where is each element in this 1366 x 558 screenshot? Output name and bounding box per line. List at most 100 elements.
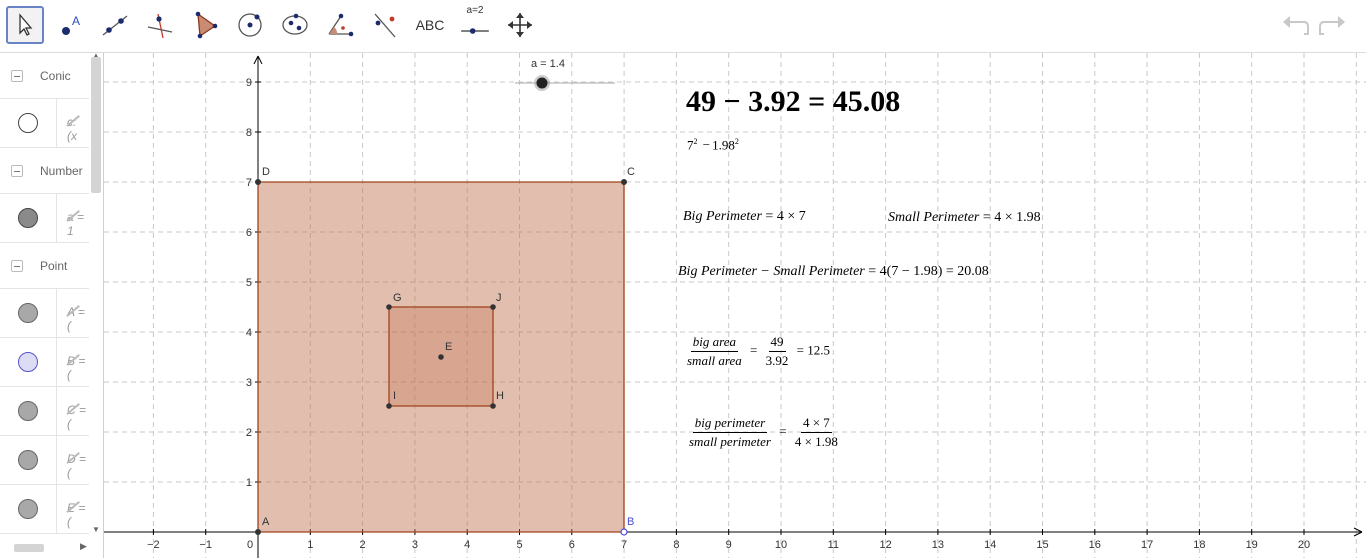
point-c[interactable]: C xyxy=(621,166,635,185)
algebra-row-conic[interactable]: c: (x xyxy=(0,99,89,148)
slider-a[interactable]: a = 1.4 xyxy=(515,58,615,91)
x-tick-label: 8 xyxy=(673,539,679,551)
ellipse-icon xyxy=(282,13,308,35)
point-tool-button[interactable]: A xyxy=(51,6,89,44)
scroll-right-icon[interactable]: ▶ xyxy=(80,541,87,551)
visibility-toggle-icon[interactable] xyxy=(18,113,38,133)
algebra-row-point-c[interactable]: C = ( xyxy=(0,387,89,436)
x-tick-label: 12 xyxy=(879,539,891,551)
point-i[interactable]: I xyxy=(386,390,396,409)
svg-text:B: B xyxy=(627,516,634,528)
move-arrows-icon xyxy=(508,13,532,37)
y-tick-label: 6 xyxy=(246,227,252,239)
line-icon xyxy=(102,15,128,36)
perpendicular-line-tool-button[interactable] xyxy=(141,6,179,44)
x-tick-label: 6 xyxy=(569,539,575,551)
algebra-horizontal-scrollbar[interactable]: ▶ xyxy=(0,541,89,555)
toolbar: A ABC a=2 xyxy=(0,0,1366,53)
algebra-row-point-e[interactable]: E = ( xyxy=(0,485,89,534)
area-ratio-formula[interactable]: big area small area = 49 3.92 = 12.5 xyxy=(687,334,830,368)
x-tick-label: 11 xyxy=(828,539,839,551)
x-tick-label: 20 xyxy=(1298,539,1310,551)
svg-text:D: D xyxy=(262,166,270,178)
line-tool-button[interactable] xyxy=(96,6,134,44)
group-header-point[interactable]: Point xyxy=(0,243,89,289)
x-tick-label: −2 xyxy=(147,539,160,551)
svg-text:J: J xyxy=(496,292,502,304)
algebra-vertical-scrollbar[interactable]: ▲ ▼ xyxy=(89,51,103,541)
move-graphics-tool-button[interactable] xyxy=(501,6,539,44)
small-perimeter-formula[interactable]: Small Perimeter = 4 × 1.98 xyxy=(888,210,1041,225)
algebra-definition: C = ( xyxy=(67,403,89,431)
text-tool-button[interactable]: ABC xyxy=(415,17,445,33)
collapse-icon[interactable] xyxy=(11,165,23,177)
point-b[interactable]: B xyxy=(620,516,634,536)
y-tick-label: 2 xyxy=(246,427,252,439)
svg-text:A: A xyxy=(72,14,80,28)
coordinate-plane[interactable]: −2 −1 0 1 2 3 4 5 6 7 8 9 10 11 12 13 14 15 16 17 18 19 20 123… xyxy=(104,53,1366,558)
squares-difference[interactable]: 72 −1.982 xyxy=(687,137,739,153)
visibility-toggle-icon[interactable] xyxy=(18,352,38,372)
algebra-row-point-b[interactable]: B = ( xyxy=(0,338,89,387)
scroll-down-icon[interactable]: ▼ xyxy=(92,525,100,534)
visibility-toggle-icon[interactable] xyxy=(18,499,38,519)
x-axis-tick-labels: −2 −1 0 1 2 3 4 5 6 7 8 9 10 11 12 13 14 15 16 17 18 19 20 xyxy=(147,529,1310,551)
point-h[interactable]: H xyxy=(490,390,504,409)
slider-tool-button[interactable]: a=2 xyxy=(456,5,494,46)
point-a[interactable]: A xyxy=(255,516,270,535)
x-tick-label: 13 xyxy=(932,539,944,551)
svg-text:A: A xyxy=(262,516,270,528)
point-e[interactable]: E xyxy=(438,341,452,360)
group-label: Point xyxy=(40,259,68,273)
x-tick-label: 15 xyxy=(1036,539,1048,551)
circle-center-icon xyxy=(238,13,262,37)
visibility-toggle-icon[interactable] xyxy=(18,208,38,228)
svg-text:C: C xyxy=(627,166,635,178)
x-tick-label: 2 xyxy=(360,539,366,551)
undo-icon[interactable] xyxy=(1280,12,1312,40)
algebra-row-number[interactable]: a = 1 xyxy=(0,194,89,243)
circle-tool-button[interactable] xyxy=(231,6,269,44)
scroll-up-icon[interactable]: ▲ xyxy=(92,51,100,60)
x-tick-label: 16 xyxy=(1089,539,1101,551)
point-g[interactable]: G xyxy=(386,292,402,310)
algebra-view: Conic c: (x Number a = 1 Point A = ( B =… xyxy=(0,53,104,558)
group-header-conic[interactable]: Conic xyxy=(0,53,89,99)
group-label: Conic xyxy=(40,69,71,83)
reflect-tool-button[interactable] xyxy=(366,6,404,44)
move-tool-button[interactable] xyxy=(6,6,44,44)
angle-icon xyxy=(328,13,354,37)
x-tick-label: 5 xyxy=(516,539,522,551)
collapse-icon[interactable] xyxy=(11,260,23,272)
y-tick-label: 4 xyxy=(246,327,252,339)
y-tick-label: 7 xyxy=(246,177,252,189)
x-tick-label: 14 xyxy=(984,539,996,551)
svg-text:H: H xyxy=(496,390,504,402)
polygon-tool-button[interactable] xyxy=(186,6,224,44)
visibility-toggle-icon[interactable] xyxy=(18,450,38,470)
group-header-number[interactable]: Number xyxy=(0,148,89,194)
visibility-toggle-icon[interactable] xyxy=(18,401,38,421)
y-tick-label: 5 xyxy=(246,277,252,289)
main-equation[interactable]: 49 − 3.92 = 45.08 xyxy=(686,85,901,118)
point-d[interactable]: D xyxy=(255,166,270,185)
algebra-definition: D = ( xyxy=(67,452,89,480)
algebra-definition: c: (x xyxy=(67,115,89,143)
conic-tool-button[interactable] xyxy=(276,6,314,44)
slider-icon: a=2 xyxy=(460,5,490,46)
perimeter-difference-formula[interactable]: Big Perimeter − Small Perimeter = 4(7 − … xyxy=(678,264,989,279)
group-label: Number xyxy=(40,164,83,178)
algebra-row-point-d[interactable]: D = ( xyxy=(0,436,89,485)
x-tick-label: 9 xyxy=(726,539,732,551)
visibility-toggle-icon[interactable] xyxy=(18,303,38,323)
point-j[interactable]: J xyxy=(490,292,502,310)
algebra-row-point-a[interactable]: A = ( xyxy=(0,289,89,338)
redo-icon[interactable] xyxy=(1316,12,1348,40)
big-perimeter-formula[interactable]: Big Perimeter = 4 × 7 xyxy=(683,209,806,224)
svg-text:E: E xyxy=(445,341,452,353)
algebra-definition: E = ( xyxy=(67,501,89,529)
angle-tool-button[interactable] xyxy=(321,6,359,44)
collapse-icon[interactable] xyxy=(11,70,23,82)
